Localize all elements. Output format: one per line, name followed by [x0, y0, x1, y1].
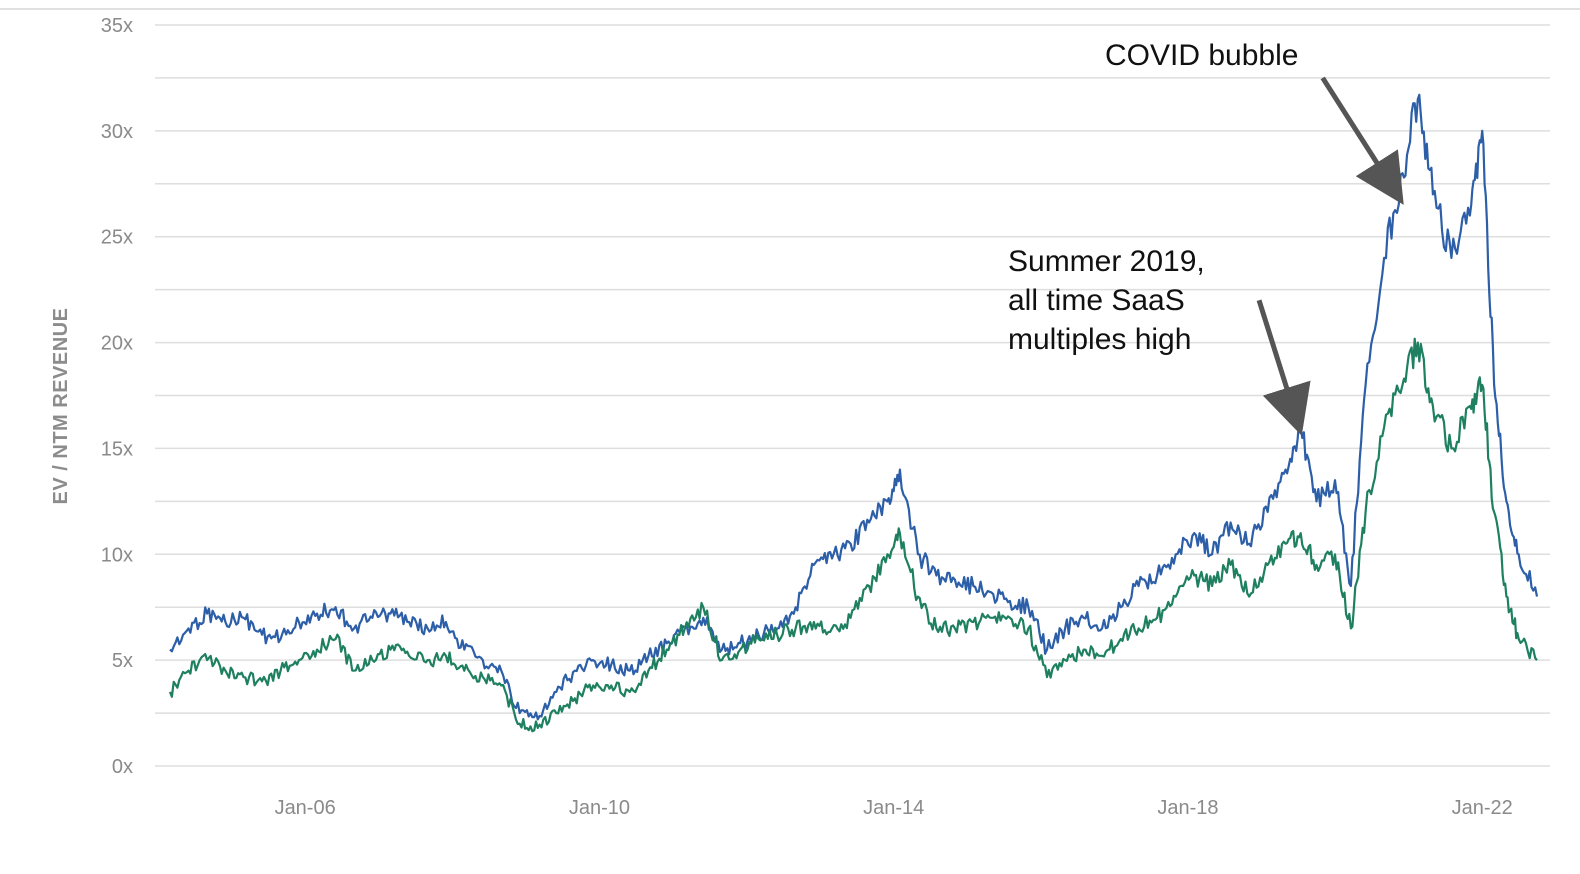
series-2-line: [168, 337, 1538, 733]
annotation-arrow: [1320, 76, 1404, 205]
y-tick-label: 5x: [112, 650, 133, 672]
y-tick-label: 15x: [101, 438, 133, 460]
x-tick-label: Jan-14: [863, 797, 924, 819]
y-tick-label: 35x: [101, 15, 133, 37]
x-axis-tick-labels: Jan-06 Jan-10 Jan-14 Jan-18 Jan-22: [275, 797, 1513, 819]
x-tick-label: Jan-10: [569, 797, 630, 819]
x-tick-label: Jan-06: [275, 797, 336, 819]
data-series: [168, 93, 1539, 733]
y-tick-label: 25x: [101, 227, 133, 249]
annotation-arrow: [1256, 299, 1311, 436]
annotations: COVID bubble Summer 2019, all time SaaS mul…: [1008, 39, 1404, 436]
y-tick-label: 0x: [112, 756, 133, 778]
annotation-text: COVID bubble: [1105, 39, 1298, 72]
annotation-text: multiples high: [1008, 323, 1191, 356]
y-tick-label: 10x: [101, 544, 133, 566]
annotation-text: Summer 2019,: [1008, 245, 1205, 278]
y-axis-title: EV / NTM REVENUE: [50, 308, 72, 505]
annotation-text: all time SaaS: [1008, 284, 1185, 317]
y-tick-label: 20x: [101, 333, 133, 355]
x-tick-label: Jan-22: [1452, 797, 1513, 819]
y-tick-label: 30x: [101, 121, 133, 143]
x-tick-label: Jan-18: [1157, 797, 1218, 819]
y-axis-tick-labels: 0x 5x 10x 15x 20x 25x 30x 35x: [101, 15, 133, 778]
gridlines: [155, 24, 1550, 767]
series-1-line: [169, 93, 1539, 721]
